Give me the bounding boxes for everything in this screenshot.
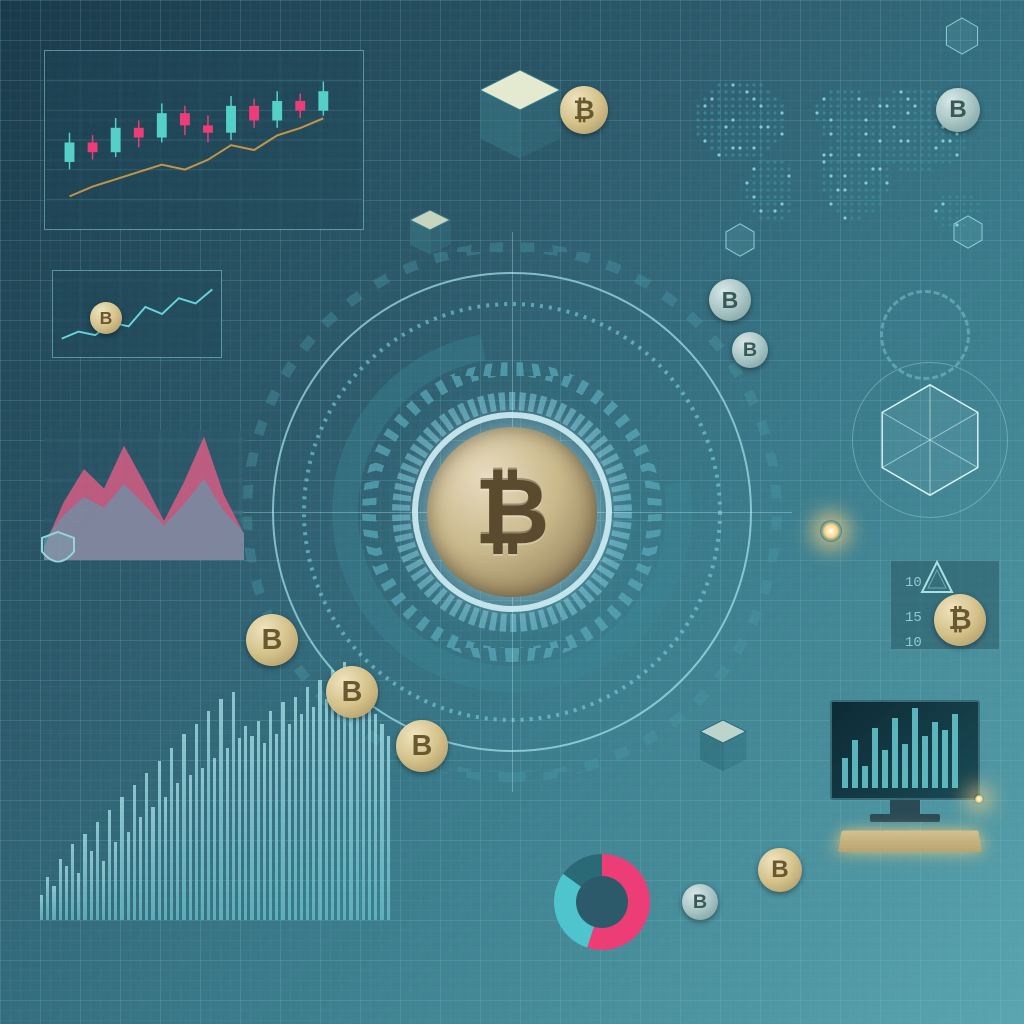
bitcoin-coin-icon: ₿ [427,427,597,597]
candlestick-chart-panel [44,50,364,230]
polyhedron-ring [852,362,1008,518]
bitcoin-symbol: ₿ [475,460,550,565]
line-chart-panel [52,270,222,358]
lightbulb-icon [820,520,842,542]
mini-coin-icon: B [90,302,122,334]
seal-ring-icon [880,290,970,380]
computer-monitor-icon [830,700,980,854]
cube-icon [480,70,584,174]
donut-chart [552,852,652,952]
mini-coin-icon: B [936,88,980,132]
mini-coin-icon: B [732,332,768,368]
mini-coin-icon: B [709,279,751,321]
lens-flare-icon [974,794,984,804]
mini-coin-icon: B [396,720,448,772]
ethereum-icon [920,560,954,594]
mini-coin-icon: B [326,666,378,718]
hex-badge-icon [722,222,758,258]
candlestick-chart [45,51,363,229]
shield-icon [40,530,76,573]
mini-coin-icon: B [682,884,718,920]
hex-badge-icon [950,214,986,250]
hex-badge-icon [942,16,982,56]
keyboard-icon [838,831,982,852]
mini-coin-icon: ₿ [934,594,986,646]
monitor-bar-chart [842,708,958,788]
mini-coin-icon: B [246,614,298,666]
cube-small-icon [410,210,462,262]
line-chart [53,271,221,357]
cube-low-icon [700,720,760,780]
mini-coin-icon: B [758,848,802,892]
monitor-screen [830,700,980,800]
monitor-base [870,814,940,822]
monitor-stand [890,800,920,814]
